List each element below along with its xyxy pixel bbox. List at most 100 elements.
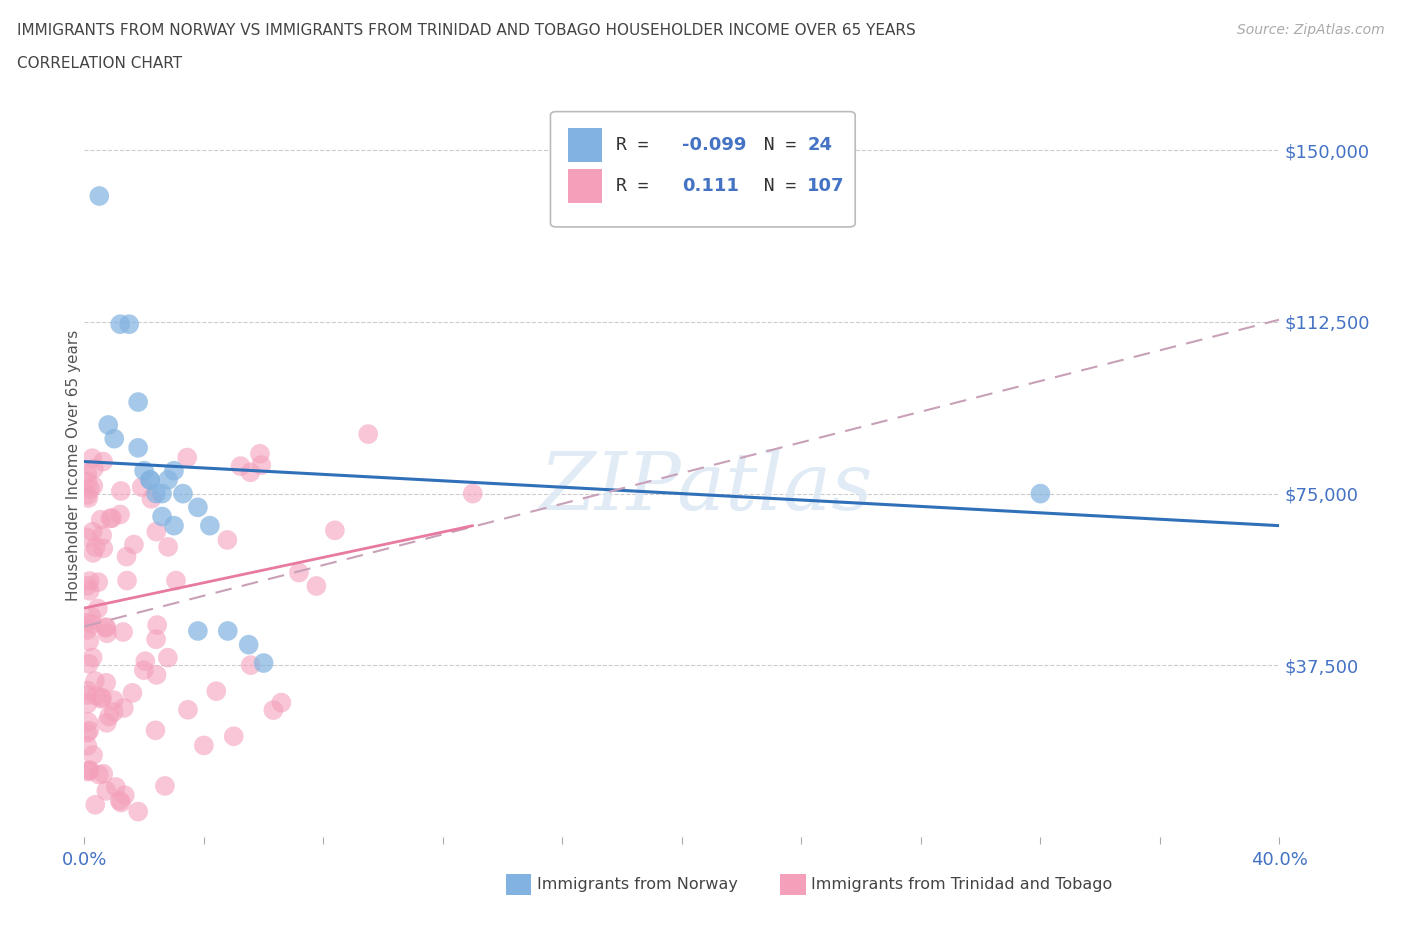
Point — [153, 778, 176, 793]
Point — [79, 574, 101, 589]
Point — [76, 622, 98, 637]
Point — [82, 748, 104, 763]
Point — [139, 472, 162, 487]
Point — [141, 491, 163, 506]
Point — [90, 512, 112, 527]
Point — [76, 487, 98, 502]
Text: 24: 24 — [807, 136, 832, 154]
Point — [77, 657, 100, 671]
Point — [79, 583, 101, 598]
Point — [80, 609, 103, 624]
Point — [288, 565, 311, 580]
Point — [87, 767, 110, 782]
Point — [176, 450, 198, 465]
Point — [79, 763, 101, 777]
Point — [253, 656, 276, 671]
Point — [104, 779, 127, 794]
Point — [97, 418, 120, 432]
Point — [115, 550, 138, 565]
Point — [90, 690, 112, 705]
Point — [217, 533, 239, 548]
Point — [96, 626, 118, 641]
Point — [89, 189, 111, 204]
Point — [131, 480, 153, 495]
Point — [103, 693, 125, 708]
Point — [156, 650, 179, 665]
Point — [121, 685, 143, 700]
Point — [323, 523, 346, 538]
Point — [76, 578, 98, 593]
Point — [112, 625, 135, 640]
Point — [249, 446, 271, 461]
Point — [77, 633, 100, 648]
Point — [98, 709, 121, 724]
Point — [96, 675, 118, 690]
Point — [82, 525, 104, 539]
Point — [91, 541, 114, 556]
Text: N =: N = — [742, 136, 807, 154]
Point — [262, 703, 284, 718]
Point — [82, 451, 104, 466]
Text: R =: R = — [616, 136, 659, 154]
Text: ZIPatlas: ZIPatlas — [538, 448, 873, 526]
Point — [229, 458, 252, 473]
Text: IMMIGRANTS FROM NORWAY VS IMMIGRANTS FROM TRINIDAD AND TOBAGO HOUSEHOLDER INCOME: IMMIGRANTS FROM NORWAY VS IMMIGRANTS FRO… — [17, 23, 915, 38]
Point — [76, 466, 98, 481]
Point — [145, 486, 167, 501]
Point — [198, 518, 221, 533]
Text: Immigrants from Trinidad and Tobago: Immigrants from Trinidad and Tobago — [811, 877, 1112, 892]
Point — [187, 623, 209, 638]
Point — [239, 465, 262, 480]
Point — [239, 658, 262, 672]
Point — [82, 478, 104, 493]
Point — [145, 525, 167, 539]
Point — [132, 663, 155, 678]
Point — [145, 723, 167, 737]
Point — [79, 482, 101, 497]
Text: R =: R = — [616, 177, 659, 195]
Point — [305, 578, 328, 593]
Point — [77, 490, 100, 505]
Point — [110, 484, 132, 498]
Point — [76, 683, 98, 698]
Text: 0.111: 0.111 — [682, 177, 738, 195]
Point — [122, 538, 145, 552]
Point — [84, 797, 107, 812]
Point — [357, 427, 380, 442]
Point — [146, 618, 169, 632]
Point — [163, 463, 186, 478]
Point — [103, 705, 125, 720]
Point — [94, 619, 117, 634]
Point — [177, 702, 200, 717]
Point — [110, 317, 132, 332]
Point — [205, 684, 228, 698]
Point — [238, 637, 260, 652]
Point — [76, 725, 98, 740]
Text: CORRELATION CHART: CORRELATION CHART — [17, 56, 181, 71]
Point — [82, 650, 104, 665]
Point — [77, 763, 100, 777]
Point — [77, 714, 100, 729]
Point — [91, 528, 114, 543]
Point — [187, 500, 209, 515]
Point — [172, 486, 194, 501]
Point — [87, 601, 110, 616]
Point — [101, 511, 124, 525]
Point — [84, 688, 107, 703]
Point — [163, 518, 186, 533]
Point — [76, 697, 98, 711]
Point — [132, 463, 156, 478]
Point — [127, 394, 149, 409]
Point — [82, 545, 104, 560]
Point — [134, 654, 156, 669]
Text: 107: 107 — [807, 177, 845, 195]
Point — [77, 616, 100, 631]
Point — [127, 441, 149, 456]
Point — [127, 804, 149, 819]
Point — [145, 668, 167, 683]
Text: Source: ZipAtlas.com: Source: ZipAtlas.com — [1237, 23, 1385, 37]
Point — [270, 696, 292, 711]
Text: N =: N = — [742, 177, 807, 195]
Point — [108, 793, 131, 808]
Point — [250, 458, 273, 472]
